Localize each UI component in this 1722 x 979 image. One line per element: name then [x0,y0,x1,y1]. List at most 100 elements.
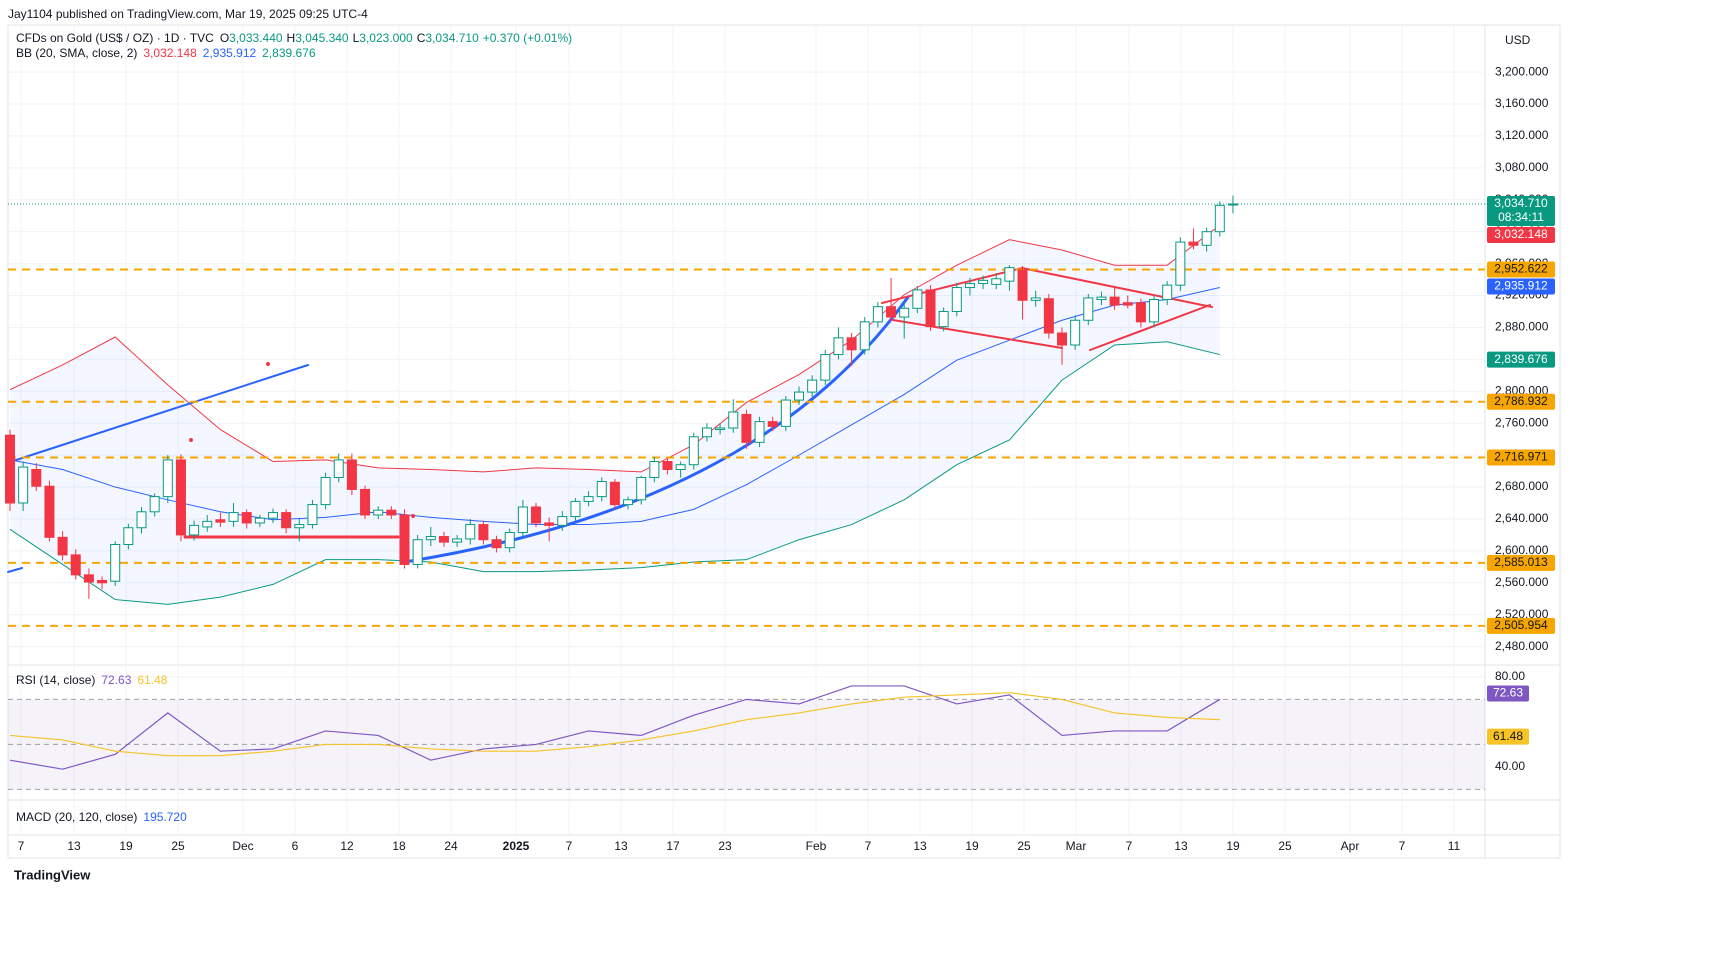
macd-value: 195.720 [143,810,187,824]
x-tick-label: 11 [1448,839,1461,853]
candle-body [346,459,357,490]
bb-line [9,224,1221,473]
price-badge-label: 2,952.622 [1494,262,1548,276]
rsi-line [9,685,1221,770]
rsi-badge [1487,728,1529,745]
trend-line [9,364,309,463]
x-tick-label: 12 [340,839,354,853]
y-tick-label: 2,520.000 [1495,607,1549,621]
bb-line [9,341,1220,605]
price-badge-label: 2,786.932 [1494,394,1548,408]
price-badge-label: 3,034.710 [1494,196,1548,210]
candle-body [452,538,463,543]
candle-body [794,391,804,401]
candle-body [373,509,384,516]
candle-body [44,485,55,538]
x-tick-label: 7 [865,839,872,853]
ohlc-key: O [220,31,229,45]
candle-body [925,289,936,328]
candle-body [1122,302,1133,306]
pattern-line [1089,304,1211,351]
x-tick-label: Feb [806,839,827,853]
candle-body [859,321,870,351]
x-tick-label: 13 [67,839,81,853]
candle-body [728,411,739,429]
candle-body [1070,319,1081,346]
candle-body [294,524,305,529]
rsi-value: 72.63 [101,673,131,687]
y-tick-label: 2,600.000 [1495,543,1549,557]
price-badge-label: 2,935.912 [1494,279,1548,293]
y-tick-label: 2,880.000 [1495,320,1549,334]
bb-value: 3,032.148 [143,46,197,60]
candle-body [97,579,108,584]
candle-body [662,461,673,470]
candle-body [1057,332,1067,346]
candle-body [268,512,278,519]
x-tick-label: Apr [1341,839,1360,853]
candle-body [964,283,975,289]
candle-body [688,436,699,466]
x-tick-label: 13 [614,839,628,853]
candle-body [872,306,883,323]
x-tick-label: 25 [1017,839,1031,853]
x-tick-label: 7 [566,839,573,853]
candle-body [465,524,476,540]
candle-body [807,379,818,393]
candle-body [241,512,252,524]
candle-body [70,554,81,576]
publisher: Jay1104 published on TradingView.com, Ma… [8,7,368,21]
candle-body [386,509,397,516]
candle-body [570,500,581,518]
x-tick-label: 25 [171,839,185,853]
candle-body [189,524,200,536]
candle-body [596,480,607,498]
x-tick-label: Dec [232,839,253,853]
bb-value: 2,839.676 [262,46,316,60]
candle-body [1030,297,1041,301]
candle-body [1201,231,1212,246]
marker [189,438,193,442]
indicator-name: MACD (20, 120, close) [16,810,137,824]
candle-body [1214,204,1225,233]
price-badge-label: 2,505.954 [1494,618,1548,632]
candle-body [136,511,147,529]
candle-body [399,514,410,565]
indicator-name: RSI (14, close) [16,673,95,687]
candle-body [1188,241,1199,246]
ohlc-value: 3,045.340 [295,31,349,45]
ohlc-key: C [417,31,426,45]
candle-body [83,574,94,583]
candle-body [951,287,962,312]
candle-body [478,524,489,541]
symbol-legend: CFDs on Gold (US$ / OZ) · 1D · TVC O3,033… [16,31,572,45]
rsi-badge [1487,685,1529,702]
x-tick-label: 18 [392,839,406,853]
x-tick-label: 7 [1399,839,1406,853]
candle-body [833,337,844,356]
candle-body [110,544,121,582]
rsi-tick-label: 80.00 [1495,669,1525,683]
candle-body [517,506,528,534]
candle-body [438,536,449,543]
candle-body [425,536,436,541]
candle-body [846,337,857,351]
candle-body [123,527,134,546]
candle-body [254,517,265,524]
price-badge [1487,278,1555,295]
y-tick-label: 2,640.000 [1495,511,1549,525]
rsi-badge-label: 61.48 [1493,729,1523,743]
x-tick-label: 24 [444,839,458,853]
bb-line [9,287,1220,526]
price-badge [1487,195,1555,226]
macd-legend: MACD (20, 120, close) 195.720 [16,810,187,824]
price-badge-label: 3,032.148 [1494,227,1548,241]
x-tick-label: Mar [1066,839,1087,853]
candle-body [609,481,620,506]
price-badge [1487,261,1555,278]
x-tick-label: 17 [666,839,680,853]
candle-body [57,536,68,556]
candle-body [820,354,831,381]
candle-body [1135,302,1146,323]
